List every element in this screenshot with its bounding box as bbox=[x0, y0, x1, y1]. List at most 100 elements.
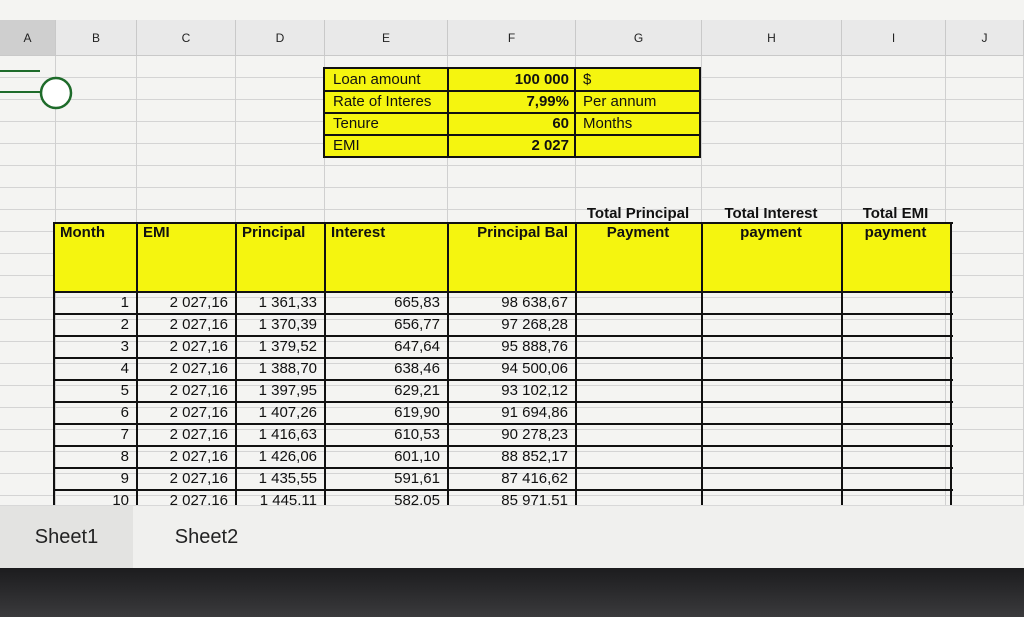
table-cell[interactable]: 1 361,33 bbox=[258, 294, 317, 311]
sheet-tab-bar: Sheet1 Sheet2 bbox=[0, 505, 1024, 568]
table-cell[interactable]: 656,77 bbox=[394, 316, 440, 333]
loan-box-row-border bbox=[323, 90, 701, 92]
loan-value-cell[interactable]: 2 027 bbox=[531, 137, 569, 154]
loan-box-col-border bbox=[574, 67, 576, 158]
table-column-border bbox=[575, 222, 577, 505]
table-header-emi[interactable]: EMI bbox=[143, 224, 170, 241]
table-row-border bbox=[54, 335, 953, 337]
table-header-interest[interactable]: Interest bbox=[331, 224, 386, 241]
table-header-border bbox=[54, 291, 953, 293]
loan-unit-cell[interactable]: Per annum bbox=[583, 93, 657, 110]
device-bezel bbox=[0, 568, 1024, 617]
table-cell[interactable]: 1 370,39 bbox=[258, 316, 317, 333]
table-row-border bbox=[54, 357, 953, 359]
table-cell[interactable]: 1 426,06 bbox=[258, 448, 317, 465]
table-cell[interactable]: 8 bbox=[120, 448, 129, 465]
table-row-border bbox=[54, 467, 953, 469]
table-cell[interactable]: 665,83 bbox=[394, 294, 440, 311]
tab-sheet1[interactable]: Sheet1 bbox=[0, 506, 133, 568]
table-cell[interactable]: 2 027,16 bbox=[169, 492, 228, 509]
table-cell[interactable]: 6 bbox=[120, 404, 129, 421]
loan-box-row-border bbox=[323, 134, 701, 136]
loan-label-cell[interactable]: Loan amount bbox=[333, 71, 421, 88]
table-cell[interactable]: 2 027,16 bbox=[169, 294, 228, 311]
loan-label-cell[interactable]: EMI bbox=[333, 137, 360, 154]
loan-value-cell[interactable]: 60 bbox=[552, 115, 569, 132]
table-cell[interactable]: 90 278,23 bbox=[501, 426, 568, 443]
table-cell[interactable]: 1 388,70 bbox=[258, 360, 317, 377]
table-cell[interactable]: 1 445,11 bbox=[259, 492, 317, 509]
table-cell[interactable]: 5 bbox=[120, 382, 129, 399]
table-row-border bbox=[54, 401, 953, 403]
loan-value-cell[interactable]: 7,99% bbox=[526, 93, 569, 110]
column-header-j[interactable]: J bbox=[946, 20, 1024, 56]
table-cell[interactable]: 601,10 bbox=[394, 448, 440, 465]
column-header-i[interactable]: I bbox=[842, 20, 946, 56]
table-cell[interactable]: 2 027,16 bbox=[169, 338, 228, 355]
column-header-c[interactable]: C bbox=[137, 20, 236, 56]
table-header-principal-bal[interactable]: Principal Bal bbox=[477, 224, 568, 241]
table-cell[interactable]: 2 027,16 bbox=[169, 470, 228, 487]
table-row-border bbox=[54, 313, 953, 315]
table-cell[interactable]: 629,21 bbox=[394, 382, 440, 399]
table-column-border bbox=[324, 222, 326, 505]
table-cell[interactable]: 87 416,62 bbox=[501, 470, 568, 487]
table-cell[interactable]: 10 bbox=[112, 492, 129, 509]
table-cell[interactable]: 1 bbox=[120, 294, 129, 311]
table-cell[interactable]: 3 bbox=[120, 338, 129, 355]
table-cell[interactable]: 93 102,12 bbox=[501, 382, 568, 399]
table-cell[interactable]: 94 500,06 bbox=[501, 360, 568, 377]
table-header-principal[interactable]: Principal bbox=[242, 224, 306, 241]
connector-shape[interactable] bbox=[0, 62, 80, 122]
table-cell[interactable]: 2 027,16 bbox=[169, 426, 228, 443]
table-header-total-principal[interactable]: Total Principal Payment bbox=[586, 205, 690, 241]
table-row-border bbox=[54, 379, 953, 381]
tab-sheet2[interactable]: Sheet2 bbox=[174, 526, 239, 548]
column-header-h[interactable]: H bbox=[702, 20, 842, 56]
table-column-border bbox=[701, 222, 703, 505]
table-cell[interactable]: 1 379,52 bbox=[258, 338, 317, 355]
table-cell[interactable]: 85 971,51 bbox=[501, 492, 568, 509]
table-cell[interactable]: 88 852,17 bbox=[501, 448, 568, 465]
table-header-total-interest[interactable]: Total Interest payment bbox=[724, 205, 818, 241]
table-cell[interactable]: 9 bbox=[120, 470, 129, 487]
column-header-g[interactable]: G bbox=[576, 20, 702, 56]
table-cell[interactable]: 91 694,86 bbox=[501, 404, 568, 421]
table-cell[interactable]: 2 027,16 bbox=[169, 448, 228, 465]
column-header-b[interactable]: B bbox=[56, 20, 137, 56]
table-cell[interactable]: 1 407,26 bbox=[258, 404, 317, 421]
loan-label-cell[interactable]: Tenure bbox=[333, 115, 379, 132]
table-cell[interactable]: 2 bbox=[120, 316, 129, 333]
table-header-month[interactable]: Month bbox=[60, 224, 105, 241]
table-cell[interactable]: 591,61 bbox=[394, 470, 440, 487]
table-column-border bbox=[950, 222, 952, 505]
table-cell[interactable]: 2 027,16 bbox=[169, 316, 228, 333]
table-cell[interactable]: 619,90 bbox=[394, 404, 440, 421]
table-cell[interactable]: 647,64 bbox=[394, 338, 440, 355]
table-cell[interactable]: 7 bbox=[120, 426, 129, 443]
table-row-border bbox=[54, 445, 953, 447]
table-cell[interactable]: 97 268,28 bbox=[501, 316, 568, 333]
table-cell[interactable]: 1 397,95 bbox=[258, 382, 317, 399]
column-header-e[interactable]: E bbox=[325, 20, 448, 56]
column-header-d[interactable]: D bbox=[236, 20, 325, 56]
table-cell[interactable]: 98 638,67 bbox=[501, 294, 568, 311]
table-cell[interactable]: 95 888,76 bbox=[501, 338, 568, 355]
column-header-f[interactable]: F bbox=[448, 20, 576, 56]
table-header-total-emi[interactable]: Total EMI payment bbox=[862, 205, 929, 241]
table-cell[interactable]: 1 435,55 bbox=[258, 470, 317, 487]
table-cell[interactable]: 610,53 bbox=[394, 426, 440, 443]
table-cell[interactable]: 2 027,16 bbox=[169, 360, 228, 377]
table-cell[interactable]: 582,05 bbox=[394, 492, 440, 509]
table-cell[interactable]: 2 027,16 bbox=[169, 404, 228, 421]
loan-value-cell[interactable]: 100 000 bbox=[514, 71, 569, 88]
loan-label-cell[interactable]: Rate of Interes bbox=[333, 93, 432, 110]
table-cell[interactable]: 638,46 bbox=[394, 360, 440, 377]
table-cell[interactable]: 1 416,63 bbox=[258, 426, 317, 443]
table-cell[interactable]: 2 027,16 bbox=[169, 382, 228, 399]
table-cell[interactable]: 4 bbox=[120, 360, 129, 377]
loan-unit-cell[interactable]: $ bbox=[583, 71, 592, 88]
column-header-a[interactable]: A bbox=[0, 20, 56, 56]
loan-unit-cell[interactable]: Months bbox=[583, 115, 633, 132]
